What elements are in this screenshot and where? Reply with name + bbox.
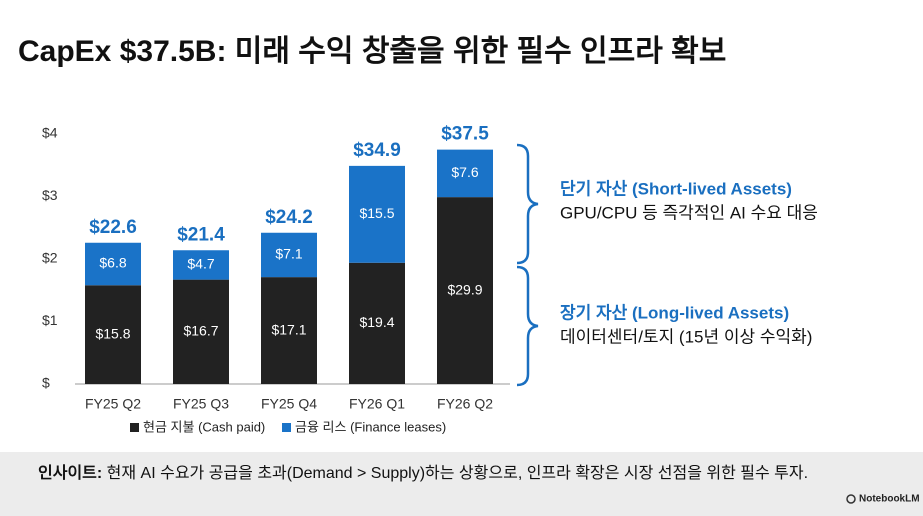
bar-segment (349, 165, 405, 263)
bar-segment (261, 232, 317, 278)
bar-segment (85, 285, 141, 384)
bar-segment (437, 149, 493, 198)
data-label: $6.8 (99, 255, 126, 271)
data-label: $16.7 (183, 323, 218, 339)
footer-band (0, 452, 923, 516)
bar-segment (261, 277, 317, 384)
annotation-heading: 단기 자산 (Short-lived Assets) (560, 179, 792, 198)
bar-segment (85, 242, 141, 286)
data-label: $7.6 (451, 164, 478, 180)
brand: NotebookLM (859, 494, 920, 505)
x-tick-label: FY25 Q3 (173, 396, 229, 412)
total-label: $34.9 (353, 140, 401, 161)
legend-swatch (130, 423, 139, 432)
legend-label: 금융 리스 (Finance leases) (295, 419, 446, 434)
bar-segment (173, 279, 229, 384)
y-tick-label: $4 (42, 125, 58, 141)
annotation-text: GPU/CPU 등 즉각적인 AI 수요 대응 (560, 203, 818, 222)
total-label: $22.6 (89, 217, 137, 238)
data-label: $4.7 (187, 256, 214, 272)
data-label: $15.5 (359, 205, 394, 221)
legend-label: 현금 지불 (Cash paid) (143, 419, 265, 434)
data-label: $19.4 (359, 314, 394, 330)
bar-segment (437, 197, 493, 384)
data-label: $7.1 (275, 246, 302, 262)
annotation-text: 데이터센터/토지 (15년 이상 수익화) (560, 327, 812, 346)
total-label: $24.2 (265, 207, 313, 228)
x-tick-label: FY26 Q1 (349, 396, 405, 412)
legend-swatch (282, 423, 291, 432)
data-label: $17.1 (271, 321, 306, 337)
x-tick-label: FY26 Q2 (437, 396, 493, 412)
total-label: $37.5 (441, 124, 489, 145)
bar-segment (173, 250, 229, 280)
brace (516, 143, 539, 265)
data-label: $29.9 (447, 281, 482, 297)
total-label: $21.4 (177, 224, 225, 245)
bar-segment (349, 262, 405, 384)
brace (516, 265, 539, 387)
y-tick-label: $2 (42, 250, 58, 266)
x-tick-label: FY25 Q2 (85, 396, 141, 412)
insight-label: 인사이트: (38, 464, 102, 482)
insight: 인사이트: 현재 AI 수요가 공급을 초과(Demand > Supply)하… (38, 464, 808, 482)
brand-icon (846, 494, 856, 504)
y-tick-label: $ (42, 375, 50, 391)
data-label: $15.8 (95, 325, 130, 341)
y-tick-label: $3 (42, 187, 58, 203)
insight-text: 현재 AI 수요가 공급을 초과(Demand > Supply)하는 상황으로… (102, 464, 808, 482)
annotation-heading: 장기 자산 (Long-lived Assets) (560, 303, 789, 322)
chart-title: CapEx $37.5B: 미래 수익 창출을 위한 필수 인프라 확보 (18, 35, 726, 68)
y-tick-label: $1 (42, 312, 58, 328)
x-tick-label: FY25 Q4 (261, 396, 317, 412)
